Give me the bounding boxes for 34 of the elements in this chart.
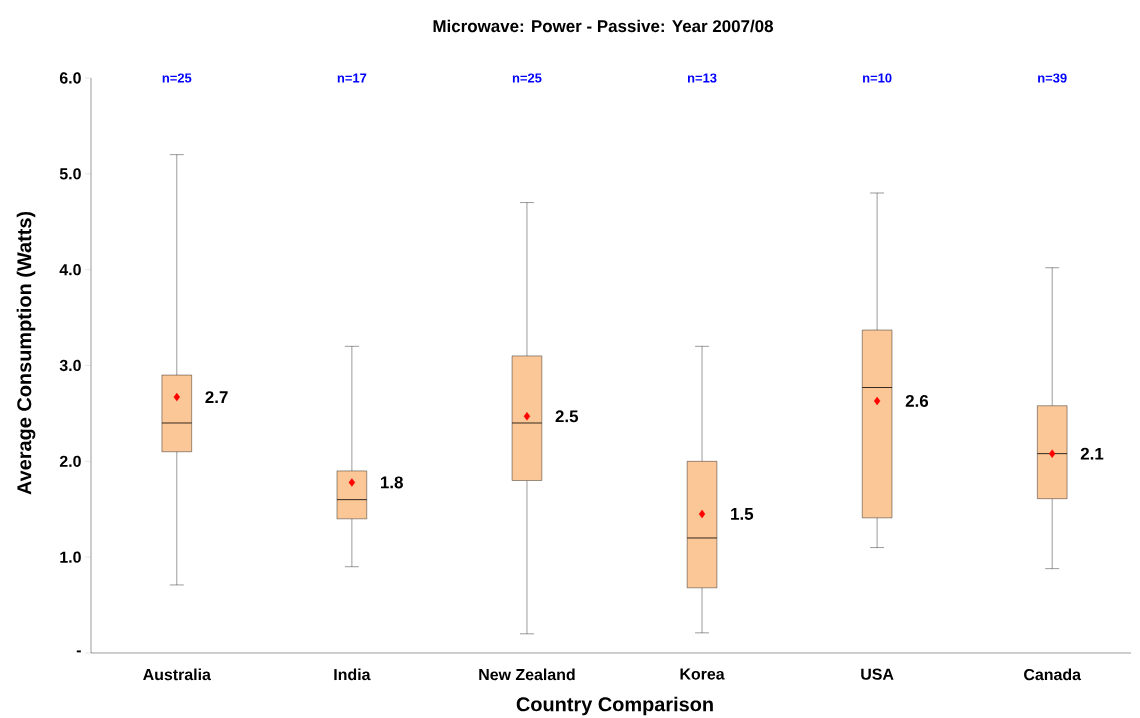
y-tick-label: - bbox=[76, 650, 81, 653]
x-tick-label: USA bbox=[861, 668, 894, 680]
y-tick-label: 5.0 bbox=[59, 168, 81, 180]
y-tick-label: 6.0 bbox=[59, 72, 81, 84]
point bbox=[173, 392, 180, 402]
point bbox=[873, 396, 881, 406]
y-tick-label: 2.0 bbox=[59, 455, 81, 467]
point bbox=[348, 478, 356, 487]
annotation: n=25 bbox=[162, 73, 192, 83]
annotation: n=13 bbox=[687, 73, 717, 83]
annotation: n=39 bbox=[1038, 73, 1067, 83]
annotation: n=10 bbox=[863, 73, 892, 83]
annotation: n=17 bbox=[337, 73, 367, 83]
x-tick-label: Korea bbox=[680, 668, 725, 680]
x-tick-label: Australia bbox=[143, 668, 211, 681]
data-label: 2.7 bbox=[205, 391, 228, 404]
y-tick-label: 4.0 bbox=[59, 264, 81, 276]
x-axis-title: Country Comparison bbox=[516, 696, 713, 716]
data-label: 2.6 bbox=[905, 394, 929, 407]
x-tick-label: Canada bbox=[1024, 668, 1082, 681]
y-tick-label: 1.0 bbox=[60, 551, 81, 563]
data-label: 1.5 bbox=[731, 508, 754, 520]
y-axis-title: Average Consumption (Watts) bbox=[16, 211, 36, 495]
x-tick-label: New Zealand bbox=[479, 668, 575, 681]
data-label: 1.8 bbox=[380, 476, 403, 489]
annotation: n=25 bbox=[512, 73, 542, 83]
x-tick-label: India bbox=[334, 668, 371, 681]
point bbox=[1049, 449, 1056, 458]
data-label: 2.1 bbox=[1080, 447, 1104, 460]
point bbox=[523, 412, 531, 421]
y-tick-label: 3.0 bbox=[59, 359, 81, 372]
data-label: 2.5 bbox=[555, 410, 579, 423]
chart-title: Microwave: Power - Passive: Year 2007/08 bbox=[433, 19, 774, 33]
point bbox=[698, 509, 706, 519]
